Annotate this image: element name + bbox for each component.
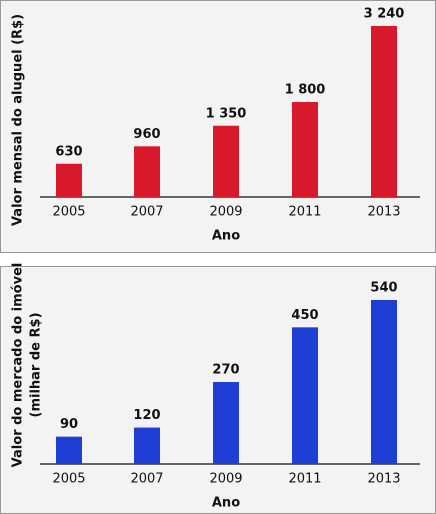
- y-axis-label: Valor do mercado do imóvel: [11, 263, 26, 468]
- x-tick-label: 2005: [52, 205, 85, 220]
- value-label: 630: [55, 144, 82, 159]
- bar: [292, 327, 318, 464]
- bar: [371, 300, 397, 464]
- x-tick-label: 2007: [130, 472, 163, 487]
- x-tick-label: 2011: [288, 472, 321, 487]
- value-label: 540: [370, 281, 397, 296]
- bar: [371, 26, 397, 197]
- value-label: 270: [212, 363, 239, 378]
- x-tick-label: 2011: [288, 205, 321, 220]
- bar: [134, 427, 160, 464]
- bar: [56, 163, 82, 197]
- value-label: 450: [291, 308, 318, 323]
- bar: [134, 146, 160, 197]
- x-axis-label: Ano: [212, 496, 240, 511]
- x-tick-label: 2005: [52, 472, 85, 487]
- x-tick-label: 2007: [130, 205, 163, 220]
- bar: [292, 102, 318, 197]
- value-label: 90: [60, 417, 78, 432]
- y-axis-label: (milhar de R$): [29, 312, 44, 417]
- value-label: 1 800: [285, 83, 326, 98]
- x-tick-label: 2009: [209, 205, 242, 220]
- bar: [56, 436, 82, 464]
- y-axis-label: Valor mensal do aluguel (R$): [11, 14, 26, 226]
- bar: [213, 382, 239, 464]
- value-label: 3 240: [364, 7, 405, 22]
- x-axis-label: Ano: [212, 229, 240, 244]
- x-tick-label: 2013: [367, 472, 400, 487]
- value-label: 1 350: [206, 106, 247, 121]
- value-label: 960: [133, 127, 160, 142]
- bar: [213, 125, 239, 197]
- x-tick-label: 2009: [209, 472, 242, 487]
- value-label: 120: [133, 408, 160, 423]
- x-tick-label: 2013: [367, 205, 400, 220]
